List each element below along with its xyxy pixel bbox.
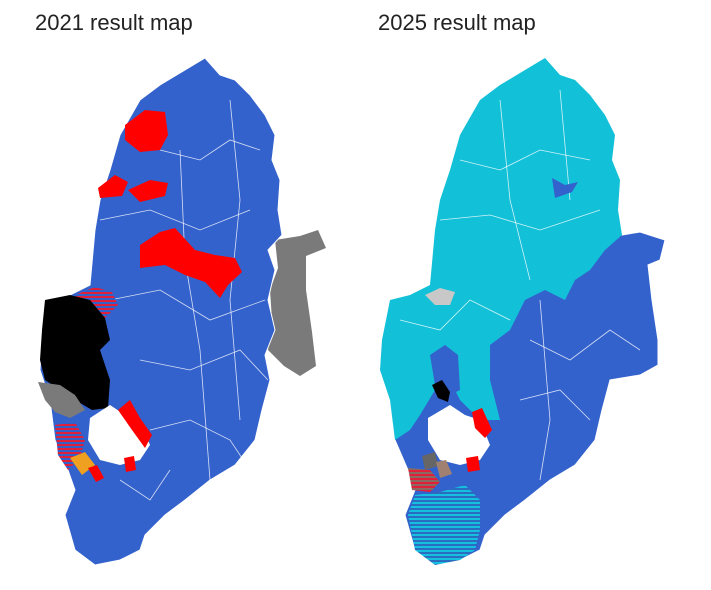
- region: [38, 382, 85, 418]
- region: [466, 456, 480, 472]
- map-title: 2021 result map: [35, 10, 193, 35]
- region: [472, 408, 492, 438]
- region: [140, 228, 242, 298]
- region: [40, 295, 110, 410]
- region: [268, 230, 326, 376]
- region: [98, 175, 128, 198]
- region: [552, 178, 578, 198]
- region: [408, 485, 480, 565]
- region: [432, 380, 450, 402]
- region: [125, 110, 168, 152]
- region: [128, 180, 168, 202]
- map-title: 2025 result map: [378, 10, 536, 35]
- region: [380, 58, 622, 440]
- region: [124, 456, 136, 472]
- region: [118, 400, 152, 448]
- region: [425, 288, 455, 305]
- region: [88, 465, 104, 482]
- region: [408, 468, 440, 492]
- map-2021: [38, 57, 326, 566]
- region: [436, 460, 452, 478]
- map-2025: [379, 57, 666, 566]
- region: [422, 452, 438, 470]
